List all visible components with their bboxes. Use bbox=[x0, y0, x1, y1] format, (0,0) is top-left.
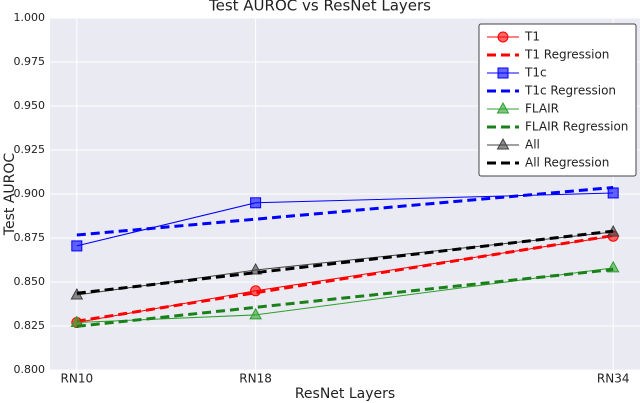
regression-line bbox=[76, 268, 614, 328]
marker bbox=[250, 197, 262, 209]
x-axis-label: ResNet Layers bbox=[295, 386, 395, 402]
legend-label: All bbox=[525, 138, 540, 152]
legend-label: FLAIR Regression bbox=[525, 120, 628, 134]
y-tick-label: 0.850 bbox=[14, 275, 46, 288]
marker bbox=[71, 240, 83, 252]
marker bbox=[497, 31, 509, 43]
x-tick-label: RN34 bbox=[597, 372, 630, 386]
legend-label: T1c Regression bbox=[524, 84, 616, 98]
y-tick-label: 0.875 bbox=[14, 231, 46, 244]
legend: T1 T1 Regression T1c T1c Regression FLAIR FLA… bbox=[478, 23, 637, 177]
marker bbox=[496, 137, 510, 150]
marker bbox=[70, 315, 84, 327]
marker bbox=[496, 101, 510, 114]
regression-line bbox=[76, 234, 614, 323]
regression-line bbox=[76, 229, 614, 295]
y-tick-label: 0.825 bbox=[14, 319, 46, 332]
regression-line bbox=[76, 185, 614, 237]
legend-label: T1 Regression bbox=[524, 48, 609, 62]
y-tick-label: 0.975 bbox=[14, 55, 46, 68]
x-tick-label: RN18 bbox=[239, 372, 272, 386]
y-tick-label: 0.900 bbox=[14, 187, 46, 200]
x-tick-label: RN10 bbox=[61, 372, 94, 386]
y-tick-label: 1.000 bbox=[14, 11, 46, 24]
chart-title: Test AUROC vs ResNet Layers bbox=[208, 0, 431, 15]
y-tick-label: 0.950 bbox=[14, 99, 46, 112]
legend-label: T1 bbox=[524, 30, 540, 44]
legend-label: T1c bbox=[524, 66, 547, 80]
marker bbox=[607, 187, 619, 199]
marker bbox=[249, 307, 262, 320]
y-axis-label: Test AUROC bbox=[2, 153, 18, 237]
y-tick-label: 0.925 bbox=[14, 143, 46, 156]
legend-box bbox=[478, 23, 637, 177]
marker bbox=[497, 67, 509, 79]
legend-label: FLAIR bbox=[525, 102, 559, 116]
y-tick-label: 0.800 bbox=[14, 363, 46, 376]
legend-label: All Regression bbox=[525, 156, 609, 170]
